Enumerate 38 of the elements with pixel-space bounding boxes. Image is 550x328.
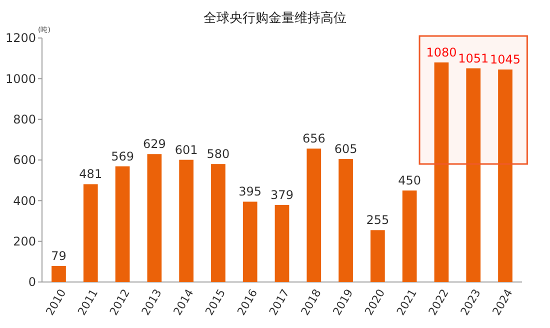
data-label: 395: [238, 184, 262, 199]
bar: [306, 148, 322, 282]
bar: [83, 184, 98, 282]
data-label: 605: [334, 142, 358, 156]
bar: [402, 190, 417, 282]
bar: [466, 68, 481, 282]
data-label: 1080: [426, 45, 457, 60]
y-tick-label: 1000: [5, 72, 36, 86]
data-label: 481: [79, 167, 102, 182]
bar: [274, 204, 290, 282]
y-tick-label: 200: [13, 234, 36, 249]
data-label: 601: [174, 142, 198, 157]
data-label: 1045: [490, 52, 521, 67]
data-label: 580: [206, 147, 230, 162]
y-tick-label: 600: [13, 153, 36, 168]
y-tick-label: 800: [13, 112, 36, 127]
bar: [52, 266, 66, 282]
data-label: 629: [142, 137, 166, 152]
bar: [242, 202, 258, 282]
chart-title: 全球央行购金量维持高位: [204, 10, 346, 26]
y-tick-label: 1200: [5, 31, 36, 46]
data-label: 1051: [458, 51, 489, 66]
data-label: 569: [111, 149, 134, 164]
y-tick-label: 0: [28, 275, 36, 290]
bar: [211, 164, 226, 282]
bar: [147, 154, 162, 282]
data-label: 379: [270, 188, 294, 202]
y-tick-label: 400: [13, 194, 36, 208]
bar: [179, 160, 194, 282]
data-label: 255: [366, 213, 390, 228]
data-label: 79: [51, 248, 66, 263]
data-label: 450: [398, 174, 422, 188]
bar: [370, 230, 385, 282]
bar: [338, 158, 353, 282]
bar: [498, 70, 512, 282]
bar: [115, 166, 130, 282]
bar: [434, 62, 449, 282]
data-label: 656: [302, 132, 326, 146]
